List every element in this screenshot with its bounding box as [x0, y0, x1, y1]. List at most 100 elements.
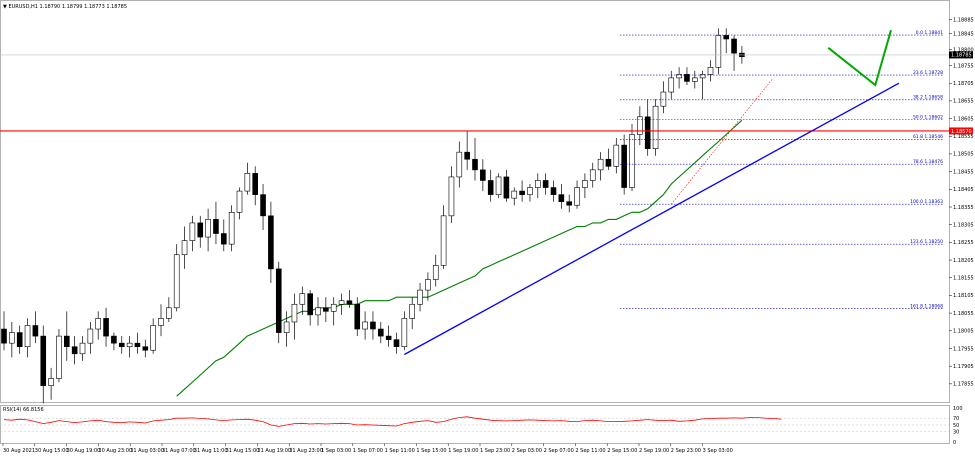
price-tick-label: 1.18555	[953, 134, 974, 140]
candle-body	[621, 144, 627, 188]
candle-body	[550, 187, 557, 195]
candle	[417, 283, 423, 312]
candle-body	[401, 318, 408, 348]
fib-level-label: 123.6 1.18250	[910, 239, 943, 245]
price-tick-label: 1.18055	[953, 311, 974, 317]
candle-body	[684, 74, 690, 82]
candle-body	[173, 254, 180, 309]
candle-body	[613, 144, 620, 167]
candle	[260, 184, 266, 230]
candle	[684, 67, 690, 85]
candle	[213, 201, 219, 245]
candle-body	[252, 173, 258, 195]
rsi-panel[interactable]: RSI(14) 66.8156	[0, 405, 950, 444]
price-panel[interactable]: 0.0 1.18841 23.6 1.18728 38.2 1.18658 50.0 …	[0, 0, 973, 404]
time-tick-label: 30 Aug 19:00	[67, 448, 101, 454]
time-tick-label: 31 Aug 11:00	[194, 448, 228, 454]
candle	[448, 166, 455, 223]
candle-body	[393, 339, 400, 348]
candle	[221, 219, 227, 252]
price-tick-label: 1.18605	[953, 116, 974, 122]
candle-body	[425, 279, 431, 291]
candle	[205, 208, 211, 252]
time-tick-label: 31 Aug 19:00	[257, 448, 291, 454]
candle	[550, 180, 557, 202]
candle-body	[24, 325, 31, 348]
candle	[299, 286, 306, 315]
candle-body	[64, 335, 70, 348]
drawn-lines: 1.18570 1.18785	[0, 29, 973, 356]
price-tick-label: 1.18255	[953, 240, 974, 246]
candle	[660, 81, 667, 114]
candle	[307, 290, 313, 326]
candle-body	[126, 342, 133, 348]
candle	[95, 311, 101, 340]
candle	[56, 329, 62, 383]
fib-level-label: 23.6 1.18728	[913, 70, 943, 76]
candle-body	[519, 190, 525, 195]
price-axis: 1.18885 1.18845 1.18800 1.18755 1.18705 1.186…	[949, 17, 974, 388]
resistance-price-tag	[949, 127, 973, 135]
candle-body	[346, 300, 353, 305]
candle-body	[464, 151, 470, 160]
candle	[71, 336, 78, 365]
price-tick-label: 1.18885	[953, 17, 974, 23]
candle-body	[637, 116, 643, 135]
rsi-label: RSI(14) 66.8156	[3, 407, 44, 413]
rsi-tick-label: 70	[953, 416, 959, 422]
rsi-tick-label: 30	[953, 430, 959, 436]
current-price-tag	[949, 51, 973, 59]
candle-body	[95, 318, 101, 330]
candle	[291, 293, 298, 340]
candle	[652, 99, 659, 156]
candle	[87, 321, 94, 354]
candle-body	[166, 307, 172, 319]
candle	[566, 194, 573, 213]
candle-body	[377, 328, 384, 337]
candle	[527, 184, 533, 202]
candle-body	[323, 307, 329, 312]
candle-body	[150, 325, 156, 351]
rsi-line	[3, 416, 782, 427]
header-symbol: EURUSD,H1	[8, 4, 38, 10]
candle	[440, 205, 447, 269]
candle-body	[228, 212, 235, 245]
candle-body	[221, 233, 227, 245]
candle-body	[574, 187, 580, 206]
candle	[691, 70, 698, 89]
candle	[252, 166, 258, 206]
candle	[503, 169, 510, 202]
candle-body	[527, 187, 533, 195]
candle	[64, 311, 70, 361]
candle	[181, 226, 188, 269]
candle-body	[205, 219, 211, 238]
candle	[597, 152, 604, 181]
candle-body	[275, 268, 282, 333]
time-tick-label: 1 Sep 11:00	[385, 448, 415, 454]
candle	[637, 106, 643, 146]
price-panel-frame	[0, 0, 950, 403]
price-tick-label: 1.18355	[953, 205, 974, 211]
fibonacci-retracement[interactable]: 0.0 1.18841 23.6 1.18728 38.2 1.18658 50.0 …	[620, 30, 944, 309]
candle	[32, 311, 39, 344]
candle-body	[723, 35, 730, 40]
time-tick-label: 31 Aug 07:00	[162, 448, 196, 454]
price-tick-label: 1.18755	[953, 63, 974, 69]
candle	[409, 297, 416, 330]
candle	[338, 293, 345, 315]
time-tick-label: 2 Sep 23:00	[671, 448, 701, 454]
candle-body	[676, 74, 682, 79]
candle	[150, 318, 156, 354]
moving-average-line	[176, 119, 743, 397]
candle-body	[189, 222, 196, 241]
candle-body	[715, 35, 722, 68]
candle-body	[236, 190, 243, 213]
candle-body	[480, 169, 486, 181]
candle	[385, 325, 392, 347]
candle	[668, 70, 675, 100]
candle	[40, 325, 47, 404]
header-ohlc: 1.18790 1.18799 1.18773 1.18785	[40, 4, 127, 10]
rsi-indicator	[0, 416, 949, 433]
